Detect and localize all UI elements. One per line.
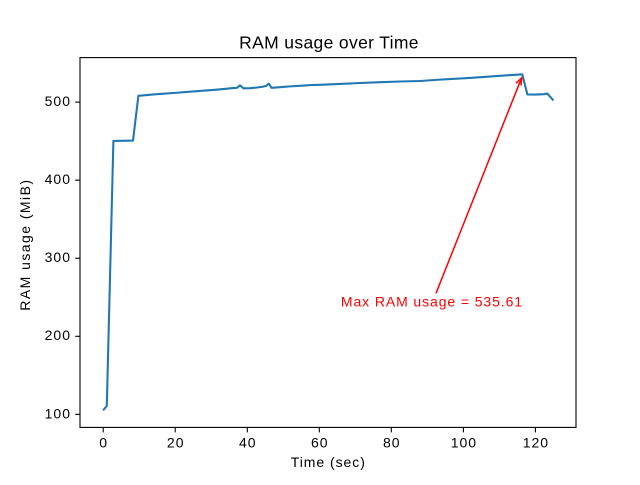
svg-text:RAM usage (MiB): RAM usage (MiB) (17, 178, 33, 310)
svg-text:100: 100 (45, 405, 71, 421)
svg-text:80: 80 (383, 434, 401, 450)
svg-text:40: 40 (239, 434, 257, 450)
svg-text:120: 120 (523, 434, 549, 450)
svg-text:Max RAM usage = 535.61: Max RAM usage = 535.61 (341, 293, 523, 309)
svg-text:300: 300 (45, 249, 71, 265)
svg-text:400: 400 (45, 171, 71, 187)
svg-text:100: 100 (451, 434, 477, 450)
svg-text:Time (sec): Time (sec) (291, 454, 366, 470)
svg-text:20: 20 (167, 434, 185, 450)
svg-text:60: 60 (311, 434, 329, 450)
svg-text:200: 200 (45, 327, 71, 343)
svg-text:0: 0 (99, 434, 108, 450)
svg-text:RAM usage over Time: RAM usage over Time (239, 33, 419, 53)
svg-text:500: 500 (45, 93, 71, 109)
